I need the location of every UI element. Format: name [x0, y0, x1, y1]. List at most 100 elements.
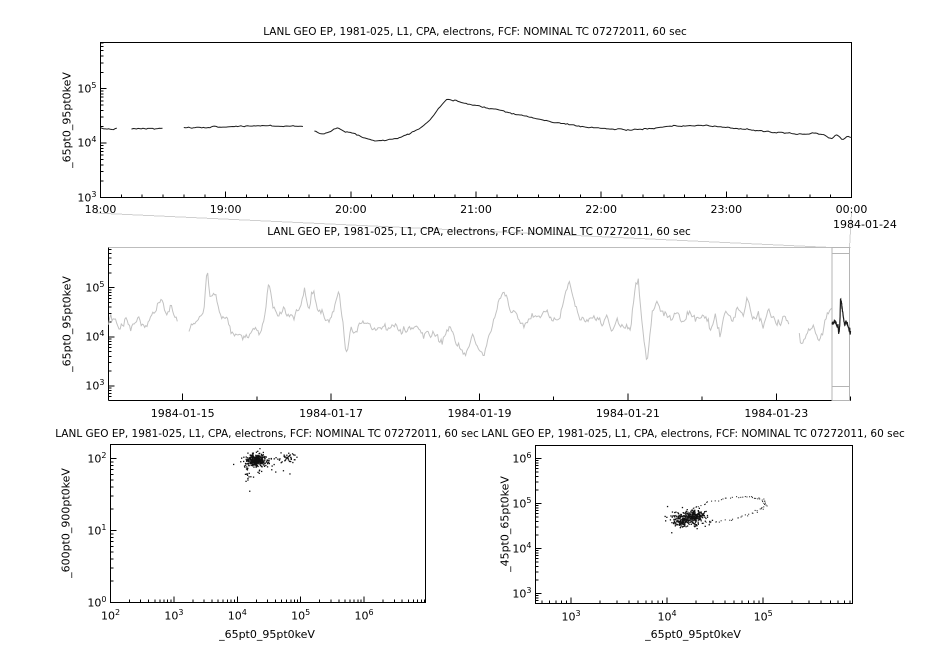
scatter-point	[679, 516, 682, 518]
scatter-point	[264, 456, 266, 458]
scatter-point	[247, 464, 250, 466]
scatter-point	[261, 470, 263, 473]
scatter-point	[694, 512, 696, 514]
series-line	[183, 124, 303, 129]
scatter-point	[292, 461, 294, 464]
scatter-point	[682, 523, 684, 525]
scatter-point	[261, 454, 264, 457]
scatter-point	[673, 521, 675, 524]
scatter-point	[690, 510, 692, 512]
scatter-point	[704, 511, 706, 513]
scatter-point	[253, 462, 255, 464]
scatter-point	[255, 456, 258, 459]
bottom-right-x-axis-label: _65pt0_95pt0keV	[645, 628, 741, 641]
overview-plot-area[interactable]	[108, 247, 831, 400]
scatter-point	[244, 466, 246, 468]
x-tick-label: 19:00	[209, 202, 242, 216]
x-tick-label: 1984-01-17	[299, 406, 364, 420]
scatter-point	[293, 459, 295, 461]
scatter-point	[683, 520, 685, 522]
scatter-point	[736, 496, 738, 498]
scatter-point	[678, 522, 681, 524]
scatter-point	[673, 521, 676, 523]
scatter-point	[285, 458, 287, 460]
scatter-point	[288, 452, 290, 454]
bottom-right-plot-area[interactable]	[535, 445, 852, 603]
scatter-point	[698, 507, 700, 509]
x-tick-label: 104	[657, 608, 677, 624]
scatter-point	[694, 514, 697, 516]
scatter-point	[759, 498, 761, 500]
scatter-point	[690, 515, 692, 517]
scatter-point	[673, 518, 675, 521]
scatter-point	[256, 461, 258, 463]
scatter-point	[690, 511, 692, 513]
scatter-point	[702, 515, 704, 517]
scatter-point	[731, 519, 733, 521]
scatter-point	[688, 515, 690, 517]
scatter-point	[260, 455, 262, 457]
scatter-point	[243, 465, 246, 467]
series-line	[100, 127, 117, 131]
scatter-point	[710, 521, 712, 523]
context-box-handle[interactable]	[831, 247, 850, 400]
scatter-point	[744, 514, 746, 516]
scatter-point	[695, 520, 697, 523]
scatter-point	[683, 519, 686, 521]
scatter-point	[289, 473, 291, 475]
scatter-point	[674, 522, 676, 524]
scatter-point	[671, 511, 674, 513]
bottom-right-y-axis-label: _45pt0_65pt0keV	[498, 476, 512, 572]
scatter-point	[291, 453, 294, 455]
scatter-point	[270, 458, 272, 460]
scatter-point	[682, 515, 685, 517]
bottom-left-panel-title: LANL GEO EP, 1981-025, L1, CPA, electron…	[55, 428, 479, 440]
scatter-point	[705, 521, 707, 523]
scatter-point	[279, 458, 281, 460]
x-tick-label: 22:00	[585, 202, 618, 216]
scatter-point	[701, 513, 703, 515]
scatter-point	[674, 523, 676, 525]
scatter-point	[261, 465, 263, 467]
scatter-point	[261, 459, 263, 461]
scatter-point	[294, 454, 296, 456]
scatter-point	[763, 498, 765, 500]
scatter-point	[252, 461, 254, 463]
scatter-point	[701, 515, 703, 517]
scatter-point	[709, 522, 711, 524]
bottom-right-panel-title: LANL GEO EP, 1981-025, L1, CPA, electron…	[481, 428, 905, 440]
scatter-point	[697, 506, 699, 508]
scatter-point	[680, 524, 682, 526]
scatter-point	[265, 456, 267, 458]
scatter-point	[249, 462, 251, 464]
x-tick-label: 21:00	[460, 202, 492, 216]
scatter-point	[244, 473, 247, 475]
scatter-point	[688, 523, 690, 525]
scatter-point	[689, 518, 692, 520]
bottom-left-plot-area[interactable]	[110, 444, 425, 602]
scatter-point	[696, 517, 698, 519]
scatter-point	[686, 519, 688, 521]
scatter-point	[271, 469, 273, 471]
scatter-point	[250, 459, 253, 461]
scatter-point	[693, 517, 695, 520]
scatter-point	[700, 512, 702, 514]
scatter-point	[740, 496, 742, 498]
scatter-point	[252, 464, 254, 466]
scatter-point	[256, 461, 258, 463]
scatter-point	[681, 520, 684, 522]
scatter-point	[248, 476, 250, 478]
scatter-point	[253, 456, 255, 458]
scatter-point	[266, 466, 269, 468]
y-tick-label: 104	[85, 328, 105, 344]
scatter_right-frame	[535, 445, 853, 604]
scatter-point	[694, 511, 696, 513]
scatter-point	[681, 515, 683, 518]
scatter-point	[677, 513, 680, 515]
top-plot-area[interactable]	[100, 42, 851, 197]
scatter-point	[706, 501, 708, 503]
scatter-point	[260, 462, 262, 465]
y-tick-label: 103	[512, 585, 532, 601]
scatter-point	[698, 512, 701, 514]
